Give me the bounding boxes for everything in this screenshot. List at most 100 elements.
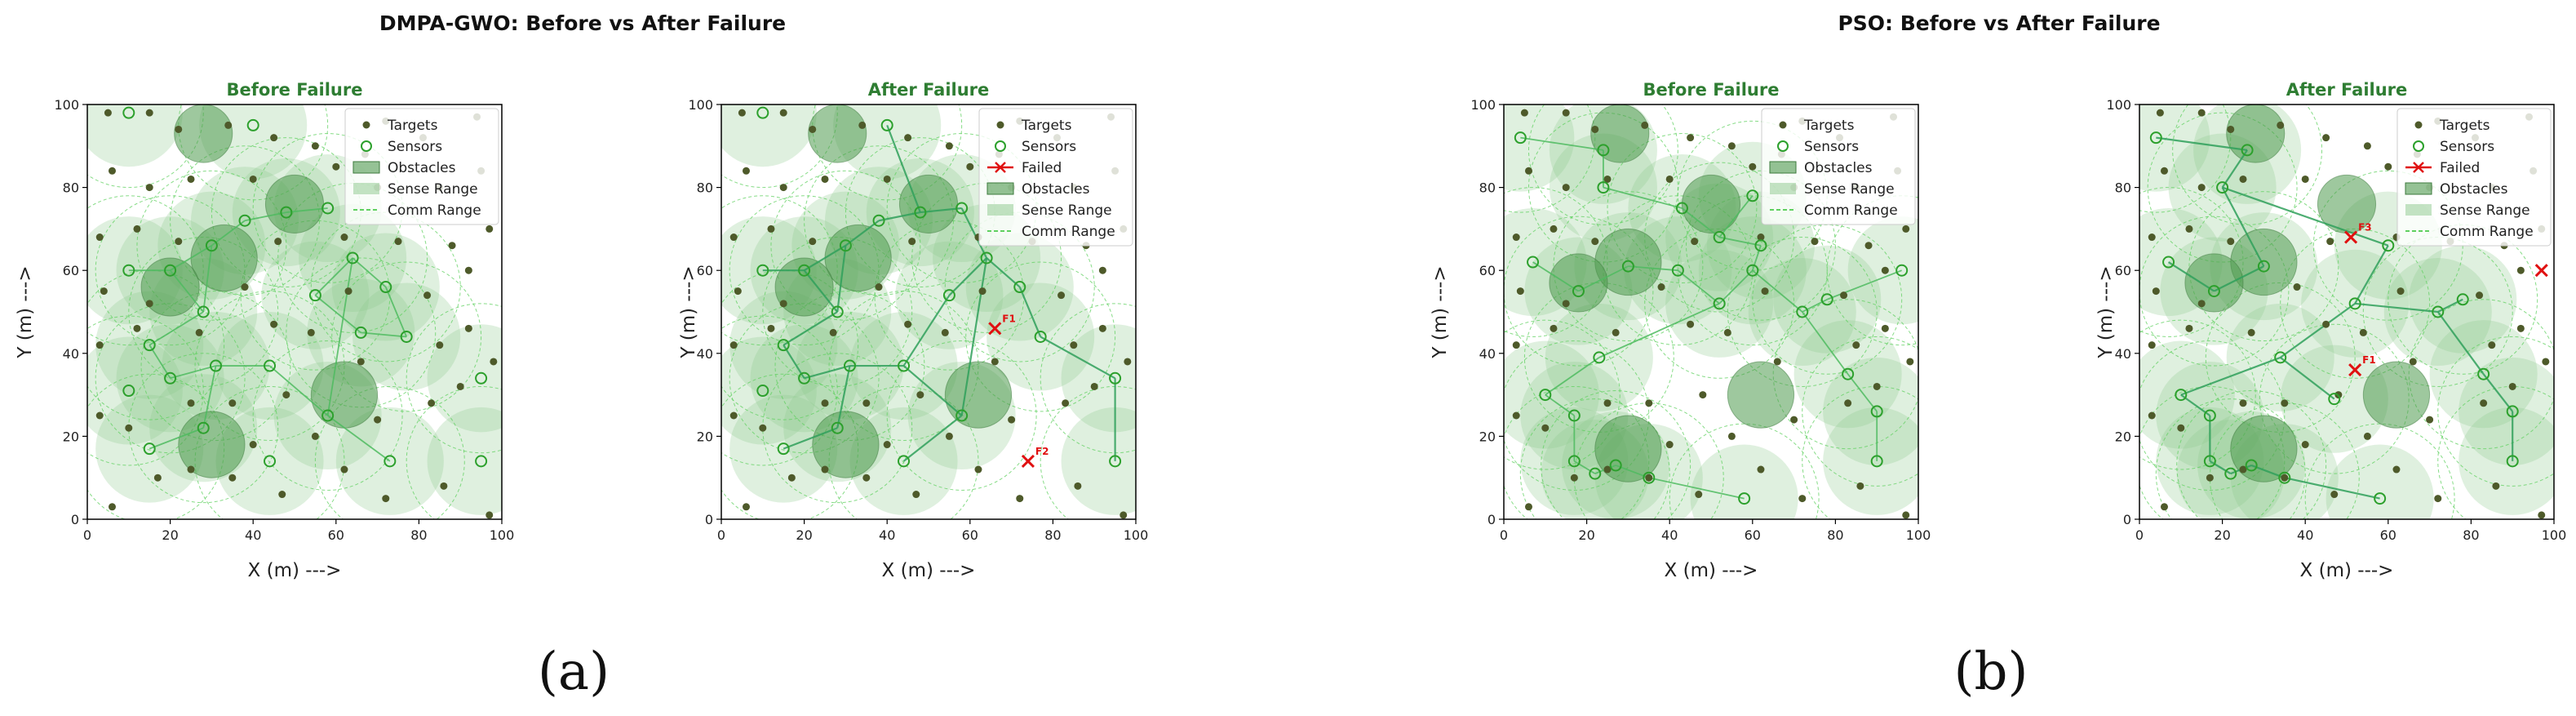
comm-range-circle xyxy=(1528,105,1678,225)
target-point xyxy=(282,391,290,399)
target-point xyxy=(357,358,365,366)
y-tick-label: 60 xyxy=(2115,263,2131,278)
target-point xyxy=(2281,474,2289,482)
comm-link xyxy=(202,365,217,429)
target-point xyxy=(1562,109,1570,117)
sensor-node xyxy=(164,264,177,277)
comm-range-circle xyxy=(1504,340,1650,491)
axes-frame xyxy=(86,104,503,520)
y-tick-label: 60 xyxy=(697,263,713,278)
failed-node-marker xyxy=(2348,363,2362,377)
sense-range-circle xyxy=(2325,444,2434,519)
legend-box xyxy=(2396,108,2552,247)
comm-link xyxy=(149,345,171,379)
sensor-node xyxy=(164,371,177,385)
legend-obstacle-swatch xyxy=(1769,161,1797,174)
y-tick-label: 80 xyxy=(697,180,713,196)
comm-range-circle xyxy=(2155,398,2306,519)
obstacle xyxy=(190,224,258,292)
target-point xyxy=(1098,266,1106,274)
y-tick-label: 80 xyxy=(2115,180,2131,196)
y-tick-label: 40 xyxy=(1479,346,1496,362)
sensor-node xyxy=(2245,459,2258,472)
target-point xyxy=(2392,465,2401,474)
comm-link xyxy=(1545,357,1600,396)
comm-link xyxy=(1573,460,1596,474)
failed-cross-stroke xyxy=(2348,363,2362,377)
comm-link xyxy=(149,427,204,450)
target-point xyxy=(490,358,498,366)
comm-link xyxy=(1598,303,1720,358)
target-point xyxy=(1757,465,1765,474)
y-tick-label: 40 xyxy=(2115,346,2131,362)
comm-link xyxy=(836,365,851,429)
legend-label: Targets xyxy=(1803,118,1855,134)
target-point xyxy=(974,465,982,474)
comm-range-circle xyxy=(2437,336,2554,487)
sensor-node xyxy=(2203,409,2216,422)
target-point xyxy=(2185,324,2193,332)
panel-title: After Failure xyxy=(868,80,990,100)
sensor-node xyxy=(872,214,885,227)
failed-node-label: F2 xyxy=(1035,446,1049,457)
target-point xyxy=(2148,411,2156,420)
y-axis-label: Y (m) ---> xyxy=(2095,265,2117,358)
target-point xyxy=(2322,320,2330,328)
sensor-node xyxy=(346,251,359,265)
comm-link xyxy=(1718,269,1754,305)
target-point xyxy=(966,162,974,171)
target-point xyxy=(1062,399,1070,407)
sense-range-circle xyxy=(427,324,502,433)
legend-sense-swatch xyxy=(1770,183,1796,194)
panel-letter-a: (a) xyxy=(538,642,610,702)
target-point xyxy=(1773,358,1781,366)
target-point xyxy=(274,238,282,246)
comm-link xyxy=(902,415,963,462)
comm-range-circle xyxy=(1553,191,1704,342)
legend-label: Failed xyxy=(2440,160,2480,176)
obstacle xyxy=(2362,361,2431,429)
target-point xyxy=(729,411,738,420)
y-tick-label: 20 xyxy=(1479,429,1496,444)
comm-link xyxy=(1018,287,1042,337)
sensor-node xyxy=(143,442,156,456)
comm-link xyxy=(2156,136,2248,151)
comm-range-circle xyxy=(886,340,1037,491)
target-point xyxy=(394,238,402,246)
target-point xyxy=(382,495,390,503)
x-axis-label: X (m) ---> xyxy=(1665,560,1758,581)
comm-link xyxy=(2222,186,2389,247)
target-point xyxy=(991,358,999,366)
comm-link xyxy=(169,269,204,313)
legend-target-swatch xyxy=(362,121,370,129)
comm-link xyxy=(1532,261,1579,292)
sensor-node xyxy=(980,251,993,265)
sensor-node xyxy=(475,371,488,385)
chart-panel-pso-after: After Failure F3 F1 0 20 40 60 80 100 0 20 40 60 80… xyxy=(2095,80,2566,581)
target-point xyxy=(340,465,348,474)
target-point xyxy=(1570,474,1578,482)
obstacle xyxy=(2230,415,2298,483)
target-point xyxy=(133,225,141,233)
target-point xyxy=(1512,233,1520,242)
legend-label: Sense Range xyxy=(1022,202,1112,219)
sensor-node xyxy=(1746,264,1759,277)
comm-link xyxy=(2354,245,2389,305)
target-point xyxy=(436,341,444,349)
legend-sense-swatch xyxy=(353,183,379,194)
sensor-node xyxy=(2374,492,2387,505)
sensor-node xyxy=(2257,260,2270,273)
legend-sensor-swatch xyxy=(361,140,372,152)
target-point xyxy=(307,328,315,336)
x-tick-label: 20 xyxy=(2214,527,2230,543)
chart-panel-dmpa-after: After Failure F1 F2 0 20 40 60 80 100 0 20 40 60 80… xyxy=(678,80,1148,581)
comm-link xyxy=(1847,373,1878,412)
target-point xyxy=(1856,482,1864,490)
target-point xyxy=(108,503,116,511)
target-point xyxy=(916,391,924,399)
target-point xyxy=(2197,300,2206,308)
y-axis-label: Y (m) ---> xyxy=(678,265,699,358)
target-point xyxy=(2426,416,2434,424)
target-point xyxy=(875,283,883,291)
x-tick-label: 80 xyxy=(410,527,427,543)
